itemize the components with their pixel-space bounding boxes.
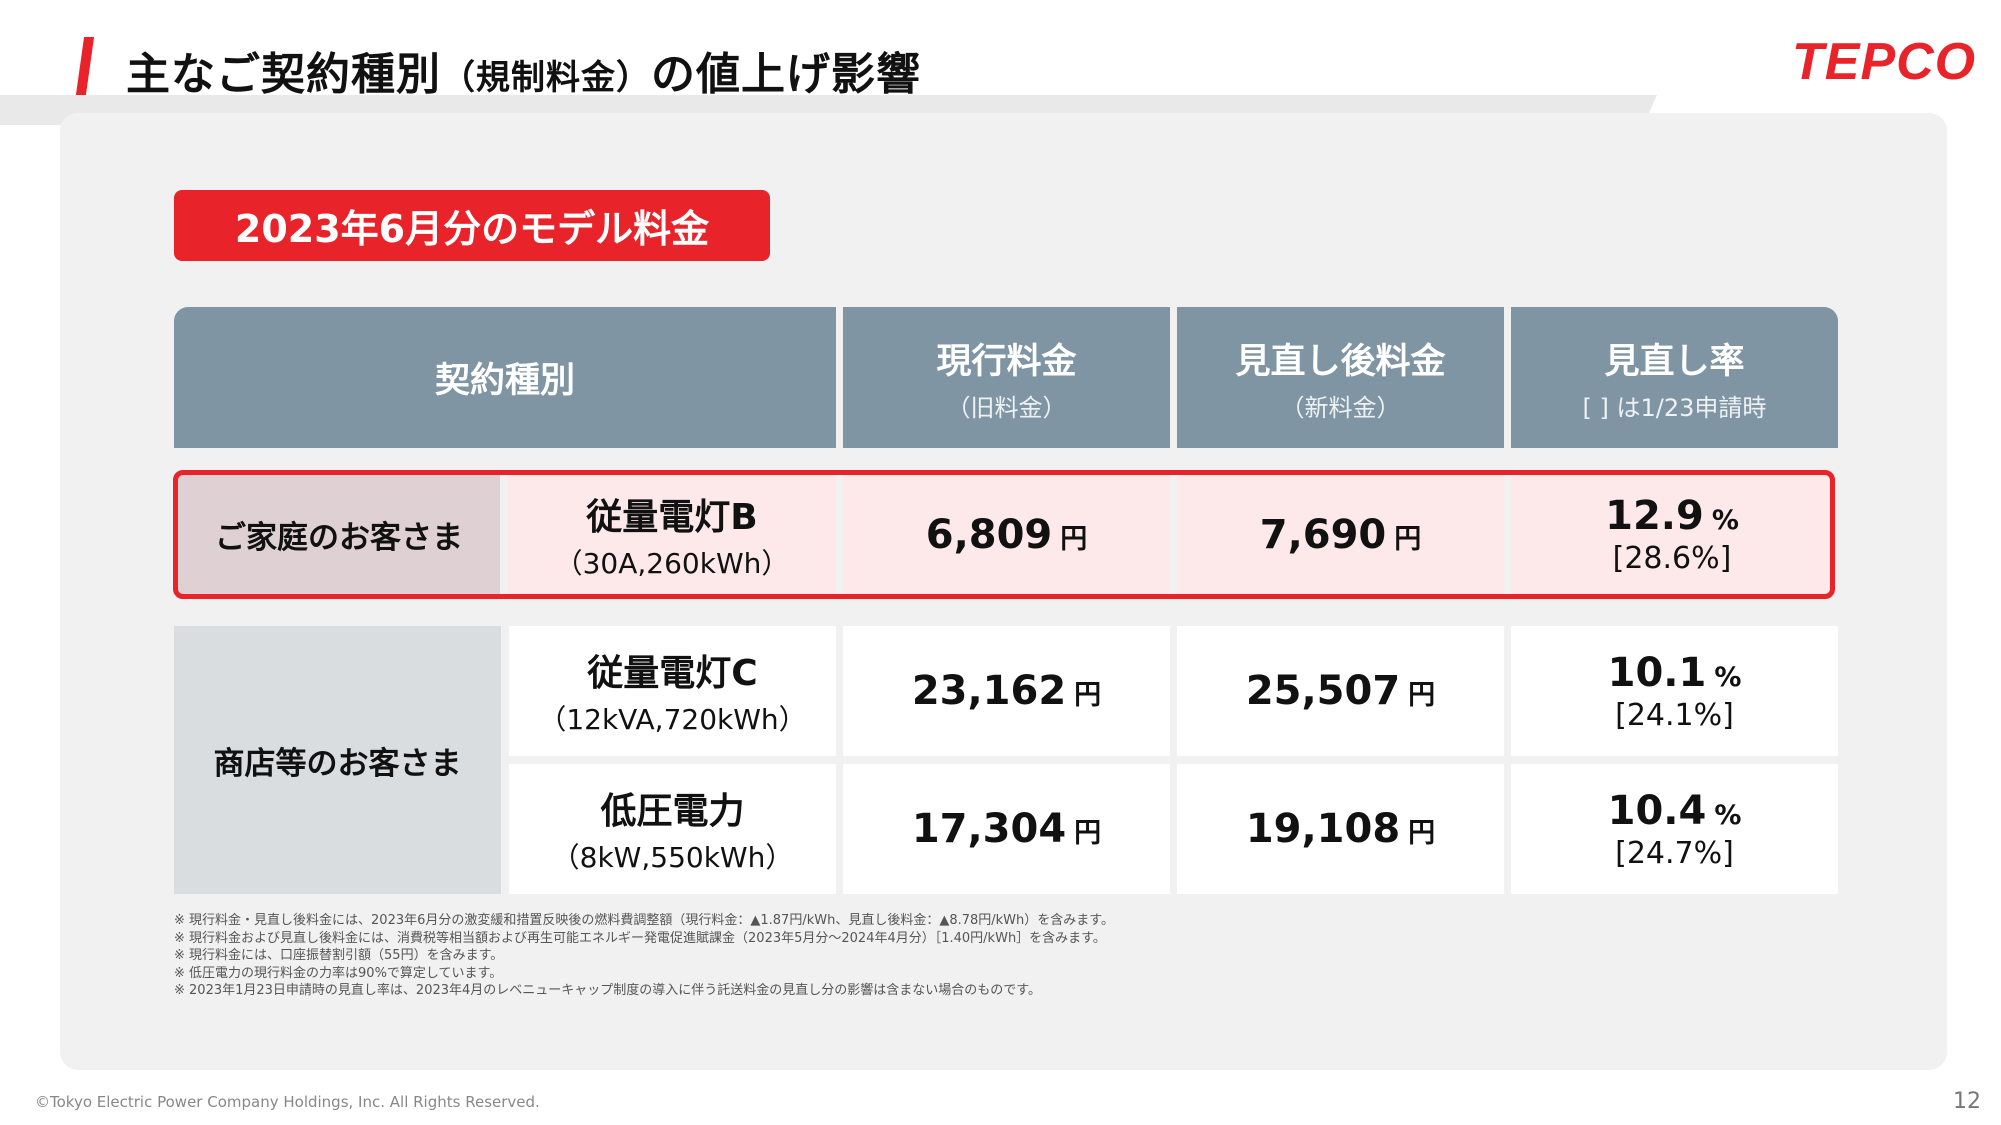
category-shop-label: 商店等のお客さま: [213, 745, 462, 782]
header-revision-rate-label: 見直し率: [1604, 341, 1745, 382]
plan-spec: （30A,260kWh）: [554, 546, 790, 580]
new-fee-cell: 19,108 円: [1177, 764, 1504, 894]
header-current-fee-sub: （旧料金）: [946, 393, 1067, 422]
yen-unit: 円: [1060, 523, 1088, 555]
previous-rate: [28.6%]: [1612, 541, 1732, 576]
highlight-frame: [173, 470, 1835, 599]
header-new-fee-label: 見直し後料金: [1235, 341, 1446, 382]
title-end: の値上げ影響: [651, 49, 921, 100]
plan-name: 従量電灯B: [586, 496, 758, 538]
copyright: ©Tokyo Electric Power Company Holdings, …: [35, 1093, 540, 1111]
tepco-logo: TEPCO: [1792, 33, 1977, 91]
revision-rate-cell: 12.9% [28.6%]: [1511, 475, 1833, 594]
footnote: ※ 低圧電力の現行料金の力率は90%で算定しています。: [174, 965, 503, 981]
category-home: ご家庭のお客さま: [178, 475, 500, 594]
current-fee-value: 17,304: [911, 806, 1067, 852]
new-fee-cell: 25,507 円: [1177, 626, 1504, 756]
table-row-plan: 従量電灯B （30A,260kWh）: [508, 475, 836, 594]
new-fee-value: 19,108: [1245, 806, 1401, 852]
yen-unit: 円: [1408, 818, 1436, 849]
header-revision-rate: 見直し率 [ ] は1/23申請時: [1511, 307, 1838, 448]
title-main: 主なご契約種別: [126, 49, 441, 100]
header-current-fee: 現行料金 （旧料金）: [843, 307, 1170, 448]
title-accent-bar: [75, 37, 95, 95]
yen-unit: 円: [1074, 818, 1102, 849]
plan-name: 低圧電力: [600, 791, 745, 832]
table-row-plan: 従量電灯C （12kVA,720kWh）: [509, 626, 836, 756]
header-current-fee-label: 現行料金: [936, 341, 1077, 382]
revision-rate-value: 10.4: [1607, 787, 1707, 834]
category-shop: 商店等のお客さま: [174, 626, 501, 894]
revision-rate-value: 12.9: [1605, 493, 1704, 539]
new-fee-value: 25,507: [1245, 668, 1401, 714]
header-revision-rate-sub: [ ] は1/23申請時: [1582, 393, 1767, 422]
new-fee-value: 7,690: [1259, 511, 1387, 558]
header-new-fee-sub: （新料金）: [1280, 393, 1401, 422]
plan-spec: （12kVA,720kWh）: [538, 703, 807, 736]
yen-unit: 円: [1394, 523, 1422, 555]
footnote: ※ 現行料金・見直し後料金には、2023年6月分の激変緩和措置反映後の燃料費調整…: [174, 913, 1114, 928]
footnote: ※ 2023年1月23日申請時の見直し率は、2023年4月のレベニューキャップ制…: [174, 983, 1041, 998]
footnotes: ※ 現行料金・見直し後料金には、2023年6月分の激変緩和措置反映後の燃料費調整…: [174, 912, 1114, 1000]
header-new-fee: 見直し後料金 （新料金）: [1177, 307, 1504, 448]
current-fee-cell: 6,809 円: [843, 475, 1170, 594]
page-number: 12: [1953, 1089, 1981, 1114]
plan-spec: （8kW,550kWh）: [551, 841, 794, 874]
previous-rate: [24.1%]: [1615, 697, 1734, 733]
percent-unit: %: [1714, 661, 1742, 693]
yen-unit: 円: [1074, 680, 1102, 711]
footnote: ※ 現行料金には、口座振替割引額（55円）を含みます。: [174, 948, 504, 963]
percent-unit: %: [1714, 799, 1742, 831]
title-paren: （規制料金）: [441, 58, 651, 98]
page-title: 主なご契約種別（規制料金）の値上げ影響: [126, 38, 921, 102]
new-fee-cell: 7,690 円: [1177, 475, 1504, 594]
revision-rate-cell: 10.4% [24.7%]: [1511, 764, 1838, 894]
category-home-label: ご家庭のお客さま: [215, 520, 463, 556]
model-fee-badge: 2023年6月分のモデル料金: [174, 190, 770, 261]
header-contract-type-label: 契約種別: [434, 361, 575, 401]
plan-name: 従量電灯C: [587, 653, 758, 694]
table-row-plan: 低圧電力 （8kW,550kWh）: [509, 764, 836, 894]
current-fee-value: 23,162: [911, 668, 1067, 714]
revision-rate-value: 10.1: [1607, 649, 1707, 696]
header-contract-type: 契約種別: [174, 307, 836, 448]
current-fee-cell: 23,162 円: [843, 626, 1170, 756]
percent-unit: %: [1711, 505, 1739, 536]
previous-rate: [24.7%]: [1615, 835, 1734, 871]
current-fee-value: 6,809: [925, 511, 1053, 558]
current-fee-cell: 17,304 円: [843, 764, 1170, 894]
footnote: ※ 現行料金および見直し後料金には、消費税等相当額および再生可能エネルギー発電促…: [174, 930, 1106, 946]
yen-unit: 円: [1408, 680, 1436, 711]
revision-rate-cell: 10.1% [24.1%]: [1511, 626, 1838, 756]
